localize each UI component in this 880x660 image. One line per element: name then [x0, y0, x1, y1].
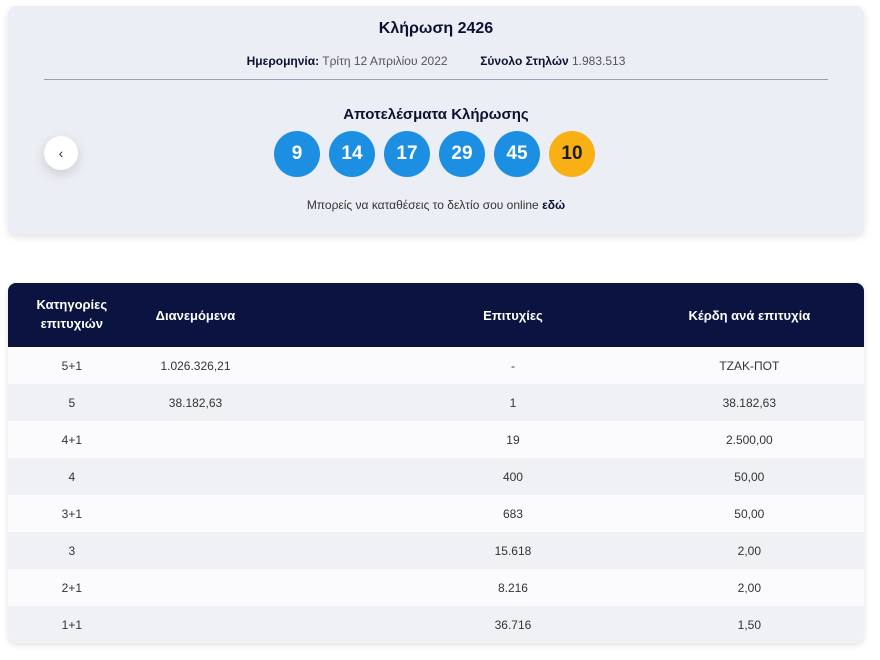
cell-winners: 36.716 — [494, 617, 532, 632]
header-category-line2: επιτυχιών — [40, 316, 104, 331]
cell-distributed: 38.182,63 — [168, 395, 223, 410]
online-note-text: Μπορείς να καταθέσεις το δελτίο σου onli… — [306, 198, 539, 212]
cell-prize: 38.182,63 — [722, 395, 777, 410]
winning-numbers: 9 14 17 29 45 10 — [274, 131, 595, 177]
number-ball: 45 — [494, 131, 540, 177]
header-category-line1: Κατηγορίες — [36, 297, 108, 313]
cell-category: 3 — [68, 543, 76, 558]
results-title: Αποτελέσματα Κλήρωσης — [343, 106, 529, 123]
cell-prize: 1,50 — [737, 617, 761, 632]
number-ball: 17 — [384, 131, 430, 177]
draw-card: Κλήρωση 2426 Ημερομηνία: Τρίτη 12 Απριλί… — [8, 6, 864, 234]
cell-prize: 2,00 — [737, 580, 761, 595]
table-row: 3+1 683 50,00 — [8, 495, 864, 532]
table-body: 5+1 1.026.326,21 - ΤΖΑΚ-ΠΟΤ 5 38.182,63 … — [8, 347, 864, 643]
cell-winners: 400 — [502, 469, 523, 484]
cell-winners: 8.216 — [497, 580, 528, 595]
cell-winners: 1 — [509, 395, 517, 410]
joker-ball: 10 — [549, 131, 595, 177]
divider — [44, 79, 828, 80]
prize-table: Κατηγορίες επιτυχιών Διανεμόμενα Επιτυχί… — [8, 283, 864, 643]
table-row: 1+1 36.716 1,50 — [8, 606, 864, 643]
header-winners: Επιτυχίες — [483, 307, 543, 323]
cell-winners: 19 — [506, 432, 520, 447]
cell-distributed: 1.026.326,21 — [160, 358, 231, 373]
table-row: 3 15.618 2,00 — [8, 532, 864, 569]
table-header: Κατηγορίες επιτυχιών Διανεμόμενα Επιτυχί… — [8, 283, 864, 347]
cell-winners: - — [510, 358, 515, 373]
cell-category: 4 — [68, 469, 76, 484]
number-ball: 14 — [329, 131, 375, 177]
cell-prize: 2,00 — [737, 543, 761, 558]
online-note: Μπορείς να καταθέσεις το δελτίο σου onli… — [8, 198, 864, 212]
cell-winners: 15.618 — [494, 543, 532, 558]
table-row: 4 400 50,00 — [8, 458, 864, 495]
online-link[interactable]: εδώ — [542, 198, 566, 212]
table-row: 2+1 8.216 2,00 — [8, 569, 864, 606]
date-value: Τρίτη 12 Απριλίου 2022 — [322, 54, 448, 68]
draw-meta: Ημερομηνία: Τρίτη 12 Απριλίου 2022 Σύνολ… — [8, 54, 864, 68]
cell-category: 4+1 — [61, 432, 82, 447]
header-prize: Κέρδη ανά επιτυχία — [688, 307, 811, 323]
number-ball: 9 — [274, 131, 320, 177]
columns-value: 1.983.513 — [571, 54, 626, 68]
previous-draw-button[interactable]: ‹ — [44, 136, 78, 170]
cell-category: 1+1 — [61, 617, 82, 632]
chevron-left-icon: ‹ — [58, 145, 64, 161]
draw-title: Κλήρωση 2426 — [378, 20, 494, 37]
columns-label: Σύνολο Στηλών — [480, 54, 569, 68]
cell-prize: ΤΖΑΚ-ΠΟΤ — [719, 358, 780, 373]
cell-category: 5+1 — [61, 358, 82, 373]
cell-category: 2+1 — [61, 580, 82, 595]
header-category: Κατηγορίες επιτυχιών — [8, 296, 136, 334]
table-row: 5 38.182,63 1 38.182,63 — [8, 384, 864, 421]
cell-prize: 2.500,00 — [725, 432, 773, 447]
table-row: 5+1 1.026.326,21 - ΤΖΑΚ-ΠΟΤ — [8, 347, 864, 384]
cell-prize: 50,00 — [734, 506, 765, 521]
cell-category: 5 — [68, 395, 76, 410]
date-label: Ημερομηνία: — [246, 54, 320, 68]
header-distributed: Διανεμόμενα — [155, 307, 236, 323]
cell-winners: 683 — [502, 506, 523, 521]
cell-prize: 50,00 — [734, 469, 765, 484]
cell-category: 3+1 — [61, 506, 82, 521]
number-ball: 29 — [439, 131, 485, 177]
table-row: 4+1 19 2.500,00 — [8, 421, 864, 458]
